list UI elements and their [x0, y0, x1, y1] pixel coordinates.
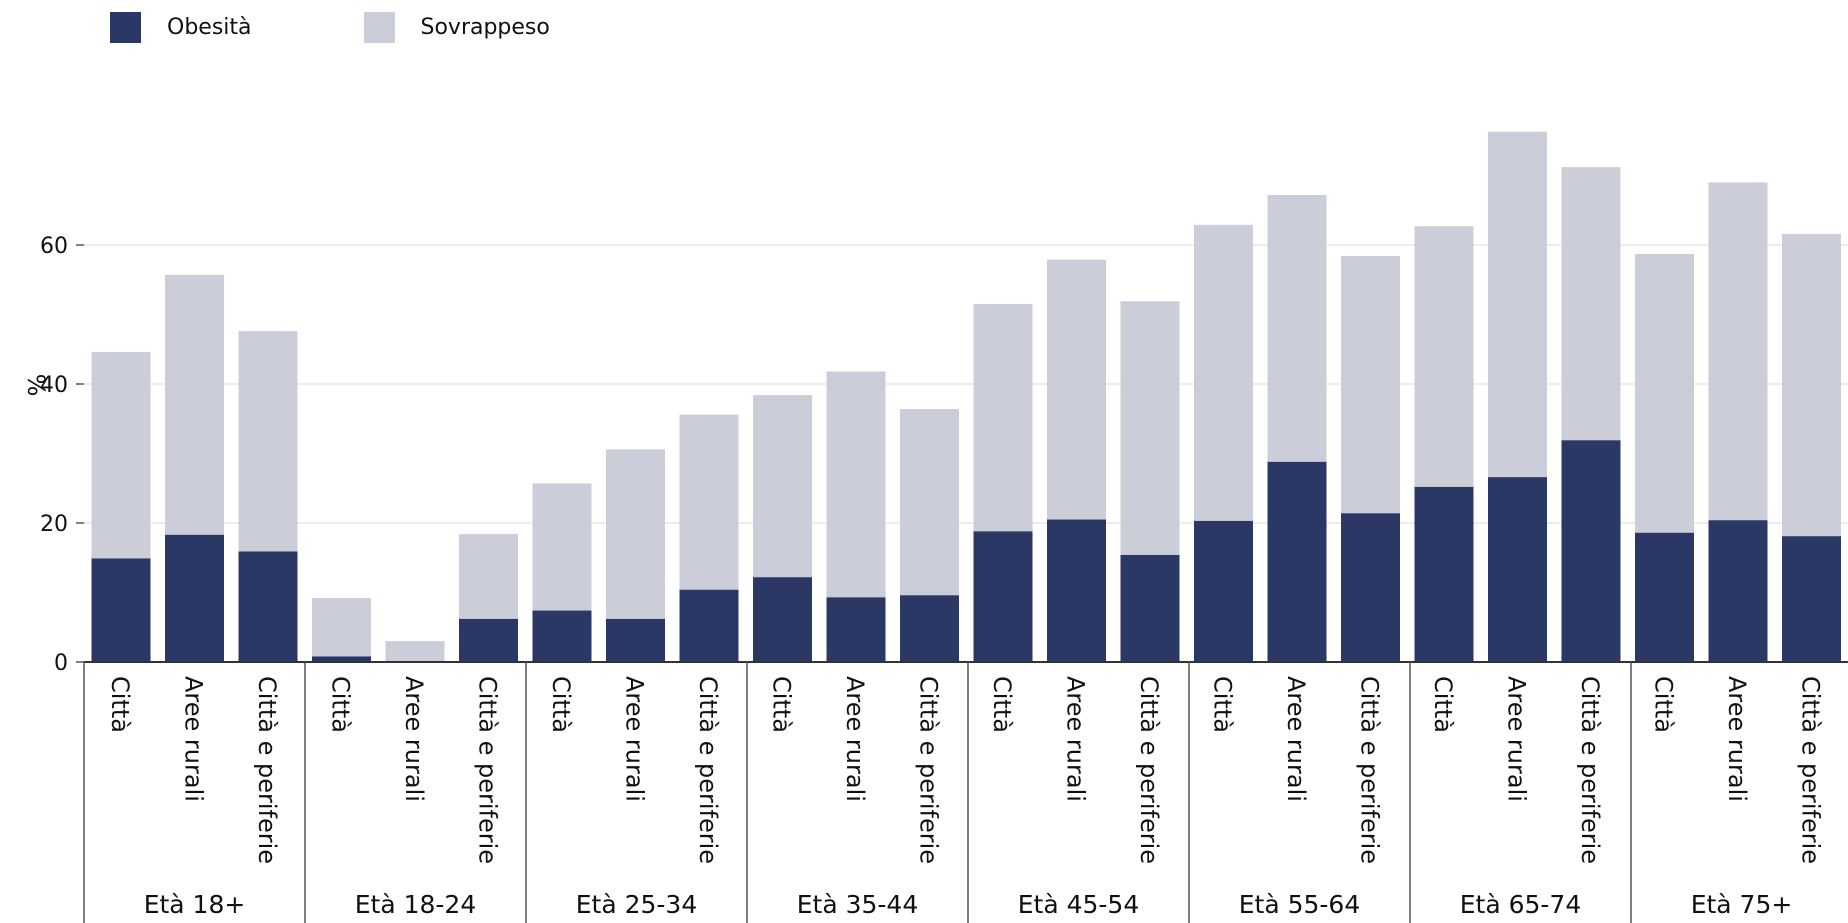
bar-sovrappeso — [1047, 259, 1106, 520]
bar-sovrappeso — [312, 598, 371, 657]
bar-sovrappeso — [1267, 194, 1327, 462]
bar-sovrappeso — [1561, 167, 1621, 441]
y-tick-label: 20 — [40, 512, 68, 537]
x-category-label: Città e periferie — [1576, 676, 1604, 864]
bar-obesita — [1267, 461, 1327, 662]
group-label: Età 25-34 — [576, 890, 698, 919]
bar-sovrappeso — [238, 331, 298, 552]
bar-obesita — [91, 558, 151, 662]
x-category-label: Città — [547, 676, 575, 733]
x-category-label: Aree rurali — [180, 676, 208, 802]
x-category-label: Città — [327, 676, 355, 733]
x-category-label: Aree rurali — [841, 676, 869, 802]
bar-sovrappeso — [826, 371, 886, 598]
bar-obesita — [973, 531, 1033, 662]
bar-sovrappeso — [532, 483, 592, 611]
x-category-label: Città — [1650, 676, 1678, 733]
x-category-label: Aree rurali — [1503, 676, 1531, 802]
group-label: Età 18-24 — [355, 890, 477, 919]
bar-sovrappeso — [1708, 182, 1768, 521]
y-tick-label: 0 — [54, 651, 68, 676]
bar-obesita — [165, 534, 224, 662]
group-label: Età 35-44 — [797, 890, 919, 919]
bar-sovrappeso — [1635, 254, 1694, 533]
bar-obesita — [1414, 486, 1474, 662]
x-category-label: Città e periferie — [1135, 676, 1163, 864]
group-label: Età 18+ — [144, 890, 246, 919]
group-label: Età 75+ — [1691, 890, 1793, 919]
y-axis-label: % — [22, 374, 50, 397]
bar-sovrappeso — [1194, 224, 1253, 521]
bar-obesita — [1782, 536, 1841, 662]
bar-sovrappeso — [973, 304, 1033, 532]
bar-obesita — [532, 610, 592, 662]
bar-sovrappeso — [165, 274, 224, 535]
bar-obesita — [900, 595, 959, 662]
legend-item-obesita: Obesità — [110, 11, 252, 43]
bar-obesita — [753, 577, 812, 662]
x-category-label: Aree rurali — [621, 676, 649, 802]
x-category-label: Città e periferie — [474, 676, 502, 864]
bar-obesita — [1194, 520, 1253, 662]
group-label: Età 55-64 — [1239, 890, 1361, 919]
x-category-label: Città — [988, 676, 1016, 733]
bar-sovrappeso — [753, 395, 812, 578]
x-category-label: Città — [1429, 676, 1457, 733]
bar-sovrappeso — [1782, 233, 1841, 537]
x-category-label: Città — [768, 676, 796, 733]
x-category-label: Aree rurali — [400, 676, 428, 802]
x-category-label: Città — [106, 676, 134, 733]
bar-obesita — [1488, 477, 1547, 662]
legend-label-obesita: Obesità — [167, 14, 252, 40]
bar-sovrappeso — [900, 409, 959, 596]
bar-obesita — [1120, 554, 1180, 662]
legend-item-sovrappeso: Sovrappeso — [363, 11, 550, 43]
chart-legend: Obesità Sovrappeso — [110, 10, 662, 44]
bar-sovrappeso — [679, 414, 739, 590]
bar-sovrappeso — [1488, 131, 1547, 478]
bar-obesita — [1341, 513, 1400, 662]
bar-obesita — [826, 597, 886, 662]
x-category-label: Città e periferie — [694, 676, 722, 864]
legend-swatch-sovrappeso — [363, 11, 395, 43]
legend-label-sovrappeso: Sovrappeso — [420, 14, 550, 40]
x-category-label: Città e periferie — [915, 676, 943, 864]
bar-sovrappeso — [91, 352, 151, 559]
bar-obesita — [606, 618, 665, 662]
bar-sovrappeso — [385, 641, 445, 662]
legend-swatch-obesita — [110, 11, 141, 43]
bar-obesita — [459, 618, 518, 662]
bar-sovrappeso — [606, 449, 665, 619]
bar-obesita — [1708, 520, 1768, 662]
group-label: Età 45-54 — [1018, 890, 1140, 919]
x-category-label: Città e periferie — [253, 676, 281, 864]
bar-obesita — [238, 551, 298, 662]
bar-obesita — [1047, 519, 1106, 662]
x-category-label: Città e periferie — [1797, 676, 1825, 864]
x-category-label: Città e periferie — [1356, 676, 1384, 864]
bar-obesita — [1561, 440, 1621, 662]
bar-sovrappeso — [1120, 301, 1180, 555]
y-tick-label: 40 — [40, 373, 68, 398]
bar-sovrappeso — [1341, 256, 1400, 514]
bar-sovrappeso — [459, 534, 518, 619]
x-category-label: Aree rurali — [1282, 676, 1310, 802]
x-category-label: Città — [1209, 676, 1237, 733]
bar-obesita — [679, 589, 739, 662]
x-category-label: Aree rurali — [1062, 676, 1090, 802]
group-label: Età 65-74 — [1460, 890, 1582, 919]
x-category-label: Aree rurali — [1723, 676, 1751, 802]
bar-sovrappeso — [1414, 226, 1474, 487]
y-tick-label: 60 — [40, 234, 68, 259]
bar-obesita — [1635, 532, 1694, 662]
bar-obesita — [312, 656, 371, 662]
